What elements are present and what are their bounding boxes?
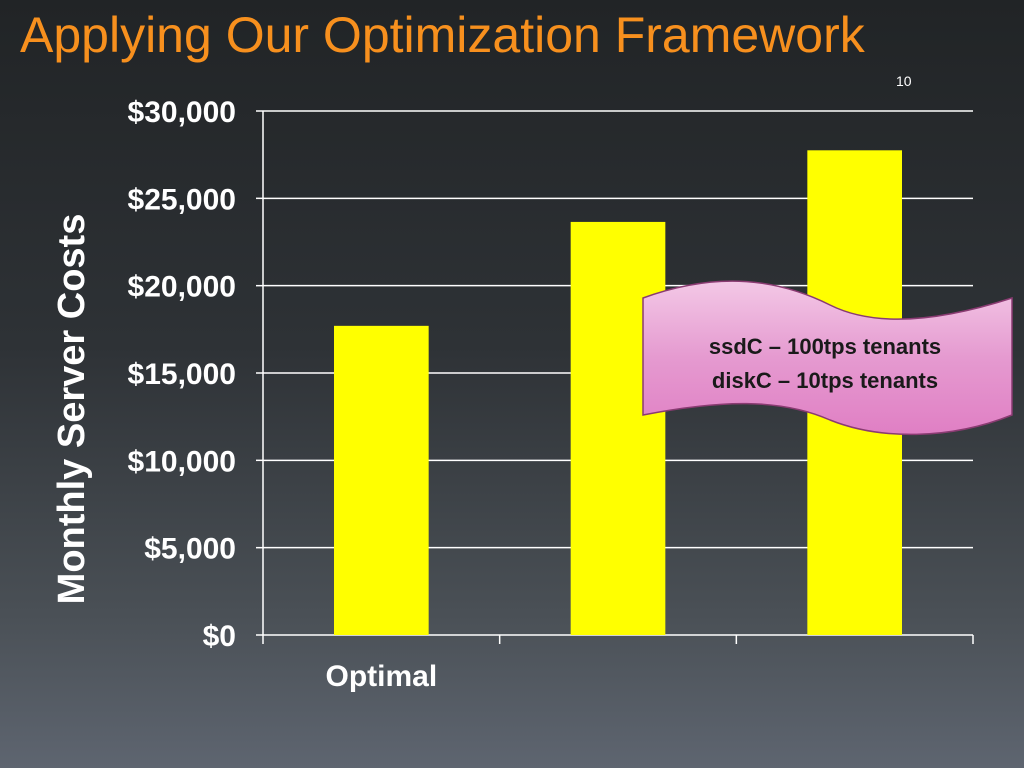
callout-line-diskc: diskC – 10tps tenants — [711, 368, 939, 393]
y-tick-label: $15,000 — [128, 358, 236, 391]
x-tick-label: Optimal — [325, 660, 437, 693]
callout-banner — [642, 280, 1013, 436]
slide-title: Applying Our Optimization Framework — [20, 7, 865, 63]
callout-text: ssdC – 100tps tenants diskC – 10tps tena… — [660, 330, 990, 398]
slide-number: 10 — [896, 73, 912, 89]
bar-1 — [334, 325, 429, 635]
y-tick-label: $0 — [203, 620, 236, 653]
y-tick-label: $5,000 — [144, 533, 236, 566]
y-axis-label: Monthly Server Costs — [51, 214, 93, 605]
bar-2 — [570, 221, 666, 635]
callout-line-ssdc: ssdC – 100tps tenants — [708, 334, 942, 359]
y-tick-label: $20,000 — [128, 271, 236, 304]
y-tick-label: $25,000 — [128, 183, 236, 216]
y-tick-label: $30,000 — [128, 96, 236, 129]
y-tick-label: $10,000 — [128, 445, 236, 478]
